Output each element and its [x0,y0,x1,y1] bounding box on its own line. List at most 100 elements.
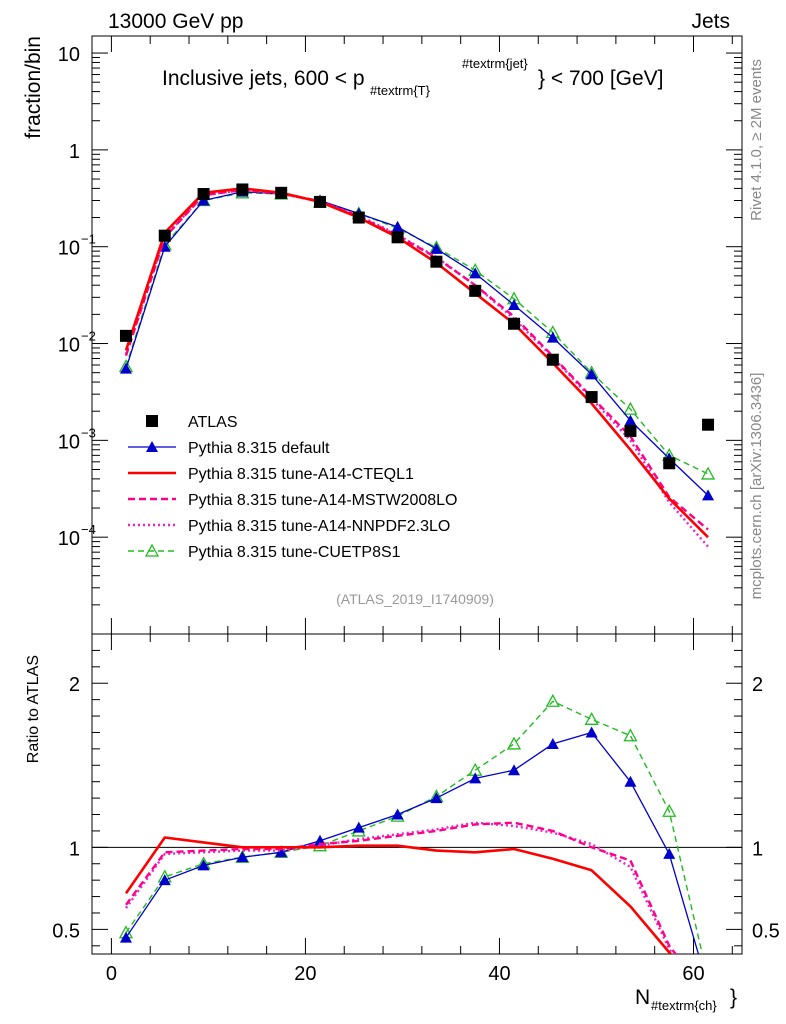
ratio-point-default-12 [585,726,598,738]
legend-label-NNPDF: Pythia 8.315 tune-A14-NNPDF2.3LO [188,518,450,535]
ratio-point-default-6 [352,821,365,833]
legend-entry-MSTW: Pythia 8.315 tune-A14-MSTW2008LO [128,492,457,509]
ratio-y-tick-label-right: 0.5 [752,920,780,942]
ratio-line-CUETP8S1 [125,700,704,954]
main-point-ATLAS-4 [275,186,288,199]
main-y-tick-label: 10 [58,335,80,357]
main-series-ATLAS [119,183,715,470]
ratio-point-default-10 [508,764,521,776]
main-point-ATLAS-7 [391,231,404,244]
main-point-default-7 [391,220,404,232]
analysis-tag: (ATLAS_2019_I1740909) [336,591,494,607]
ratio-point-default-3 [236,851,249,863]
mcplots-source-label: mcplots.cern.ch [arXiv:1306.3436] [748,373,765,600]
main-y-tick-exponent: −4 [81,522,96,537]
main-series-MSTW [124,188,709,531]
main-point-default-13 [624,414,637,426]
main-point-ATLAS-9 [469,284,482,297]
x-tick-label: 20 [294,963,316,985]
ratio-series-MSTW [125,821,678,954]
legend-entry-ATLAS: ATLAS [146,414,238,431]
ratio-point-default-4 [275,846,288,858]
xlabel-tail: } [730,986,737,1009]
main-y-tick-label: 10 [58,431,80,453]
main-line-CUETP8S1 [125,192,709,475]
x-tick-label: 0 [106,963,117,985]
main-point-CUETP8S1-13 [623,401,638,415]
ratio-point-CUETP8S1-13 [623,728,638,742]
main-point-ATLAS-10 [508,317,521,330]
main-point-ATLAS-0 [119,329,132,342]
main-point-ATLAS-1 [158,229,171,242]
main-line-default [125,191,709,496]
ratio-ylabel: Ratio to ATLAS [25,655,42,763]
main-point-ATLAS-8 [430,255,443,268]
main-y-tick-label: 10 [58,528,80,550]
legend-label-CTEQL1: Pythia 8.315 tune-A14-CTEQL1 [188,466,414,483]
main-point-ATLAS-2 [197,188,210,201]
main-point-CUETP8S1-15 [700,466,716,480]
main-line-CTEQL1 [124,187,709,539]
ratio-series-CTEQL1 [124,836,673,954]
legend-marker-ATLAS [146,415,158,427]
main-y-tick-exponent: −2 [81,329,96,344]
main-point-default-12 [585,368,598,380]
ratio-point-CUETP8S1-14 [662,803,677,817]
ratio-point-default-0 [119,931,132,943]
main-point-default-10 [508,298,521,310]
legend-entry-default: Pythia 8.315 default [128,440,330,457]
xlabel-main: N [635,986,650,1009]
legend-entry-CTEQL1: Pythia 8.315 tune-A14-CTEQL1 [128,466,414,483]
main-point-ATLAS-11 [546,353,559,366]
main-point-default-15 [702,489,715,501]
rivet-version-label: Rivet 4.1.0, ≥ 2M events [748,59,765,221]
plot-title: Inclusive jets, 600 < p #textrm{T} #text… [162,56,664,98]
main-point-default-9 [469,267,482,279]
legend: ATLAS Pythia 8.315 default Pythia 8.315 tu… [128,414,457,561]
ratio-y-tick-label-right: 2 [752,674,763,696]
main-point-ATLAS-12 [585,391,598,404]
ratio-point-CUETP8S1-12 [584,711,599,725]
ratio-series-CUETP8S1 [118,693,704,954]
x-tick-label: 60 [682,963,704,985]
main-y-tick-exponent: −1 [81,232,96,247]
main-point-default-8 [430,242,443,254]
ratio-y-tick-label: 0.5 [52,920,80,942]
main-y-tick-label: 10 [58,238,80,260]
plot-title-tail: } < 700 [GeV] [538,67,664,90]
plot-title-main: Inclusive jets, 600 < p [162,67,365,90]
header-right: Jets [691,10,730,33]
ratio-point-default-11 [546,737,559,749]
ratio-point-default-14 [663,847,676,859]
legend-marker-default [146,441,158,452]
ratio-line-NNPDF [125,821,675,954]
ratio-y-tick-label: 2 [69,674,80,696]
main-ylabel: fraction/bin [22,36,45,139]
ratio-point-CUETP8S1-10 [506,736,522,750]
plot-title-subscript: #textrm{T} [370,83,431,98]
main-point-ATLAS-3 [236,183,249,196]
ratio-line-CTEQL1 [124,836,673,954]
ratio-point-default-8 [430,792,443,804]
main-point-ATLAS-14 [663,457,676,470]
main-point-ATLAS-6 [352,211,365,224]
x-tick-label: 40 [488,963,510,985]
legend-label-ATLAS: ATLAS [188,414,238,431]
legend-label-CUETP8S1: Pythia 8.315 tune-CUETP8S1 [188,544,401,561]
main-point-ATLAS-5 [313,195,326,208]
ratio-point-default-7 [391,808,404,820]
ratio-plot-frame [91,633,743,955]
ratio-line-default [125,731,700,954]
main-point-ATLAS-15 [702,418,715,431]
ratio-point-default-9 [469,772,482,784]
legend-label-default: Pythia 8.315 default [188,440,330,457]
main-series-layer [118,183,716,548]
main-y-tick-exponent: −3 [81,425,96,440]
x-axis-label: N #textrm{ch} } [635,986,737,1013]
ratio-series-NNPDF [125,821,675,954]
legend-label-MSTW: Pythia 8.315 tune-A14-MSTW2008LO [188,492,457,509]
main-point-default-0 [119,362,132,374]
ratio-y-tick-label: 1 [69,838,80,860]
